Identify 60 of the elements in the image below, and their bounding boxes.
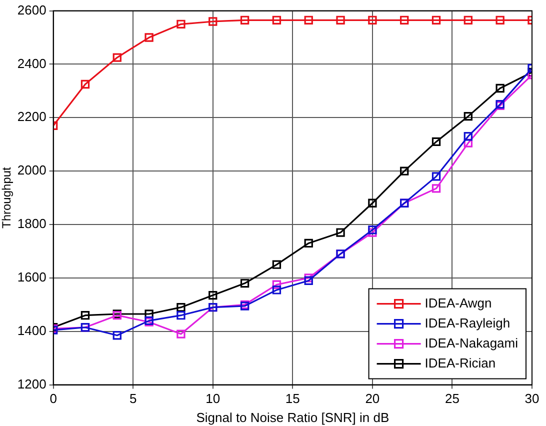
x-tick-label: 15 — [285, 391, 300, 406]
point — [176, 20, 186, 28]
point — [112, 53, 122, 62]
point — [368, 198, 377, 208]
point — [240, 16, 250, 24]
y-tick-label: 1600 — [17, 270, 46, 285]
y-tick-label: 2200 — [17, 109, 46, 124]
point — [464, 16, 473, 24]
legend-label: IDEA-Rayleigh — [424, 315, 510, 330]
legend-label: IDEA-Rician — [424, 355, 496, 370]
point — [432, 137, 441, 146]
point — [496, 84, 504, 93]
y-axis-title: Throughput — [0, 166, 14, 228]
point — [496, 16, 504, 24]
x-tick-label: 5 — [129, 391, 137, 406]
x-tick-label: 25 — [444, 391, 460, 406]
point — [112, 331, 122, 340]
point — [80, 311, 90, 320]
point — [368, 16, 377, 24]
point — [208, 290, 218, 300]
point — [432, 172, 441, 181]
point — [464, 112, 473, 121]
point — [304, 16, 313, 24]
point — [208, 17, 218, 26]
point — [464, 132, 473, 141]
point — [176, 330, 186, 338]
x-tick-label: 30 — [524, 391, 540, 406]
legend-label: IDEA-Nakagami — [424, 335, 518, 350]
x-tick-label: 10 — [206, 391, 220, 406]
point — [80, 80, 90, 89]
point — [336, 228, 345, 237]
x-axis-title: Signal to Noise Ratio [SNR] in dB — [196, 410, 390, 425]
point — [400, 166, 409, 176]
point — [368, 226, 377, 234]
point — [176, 311, 186, 320]
point — [432, 16, 441, 24]
point — [336, 16, 345, 24]
point — [176, 302, 186, 312]
point — [240, 278, 250, 288]
point — [272, 286, 282, 294]
point — [304, 276, 313, 285]
x-tick-label: 0 — [50, 391, 57, 406]
y-tick-label: 2000 — [17, 162, 46, 178]
y-tick-label: 2400 — [17, 56, 46, 71]
y-tick-label: 2600 — [17, 2, 46, 18]
x-tick-label: 20 — [365, 391, 380, 406]
y-tick-label: 1800 — [17, 216, 46, 232]
point — [432, 184, 441, 193]
y-tick-label: 1400 — [17, 322, 46, 338]
legend-label: IDEA-Awgn — [424, 295, 492, 310]
point — [272, 16, 282, 24]
point — [400, 16, 409, 24]
point — [464, 138, 473, 148]
point — [272, 280, 282, 289]
point — [272, 260, 282, 269]
point — [144, 33, 154, 42]
point — [368, 228, 377, 237]
y-tick-label: 1200 — [17, 376, 46, 392]
point — [144, 310, 154, 318]
point — [304, 238, 313, 248]
